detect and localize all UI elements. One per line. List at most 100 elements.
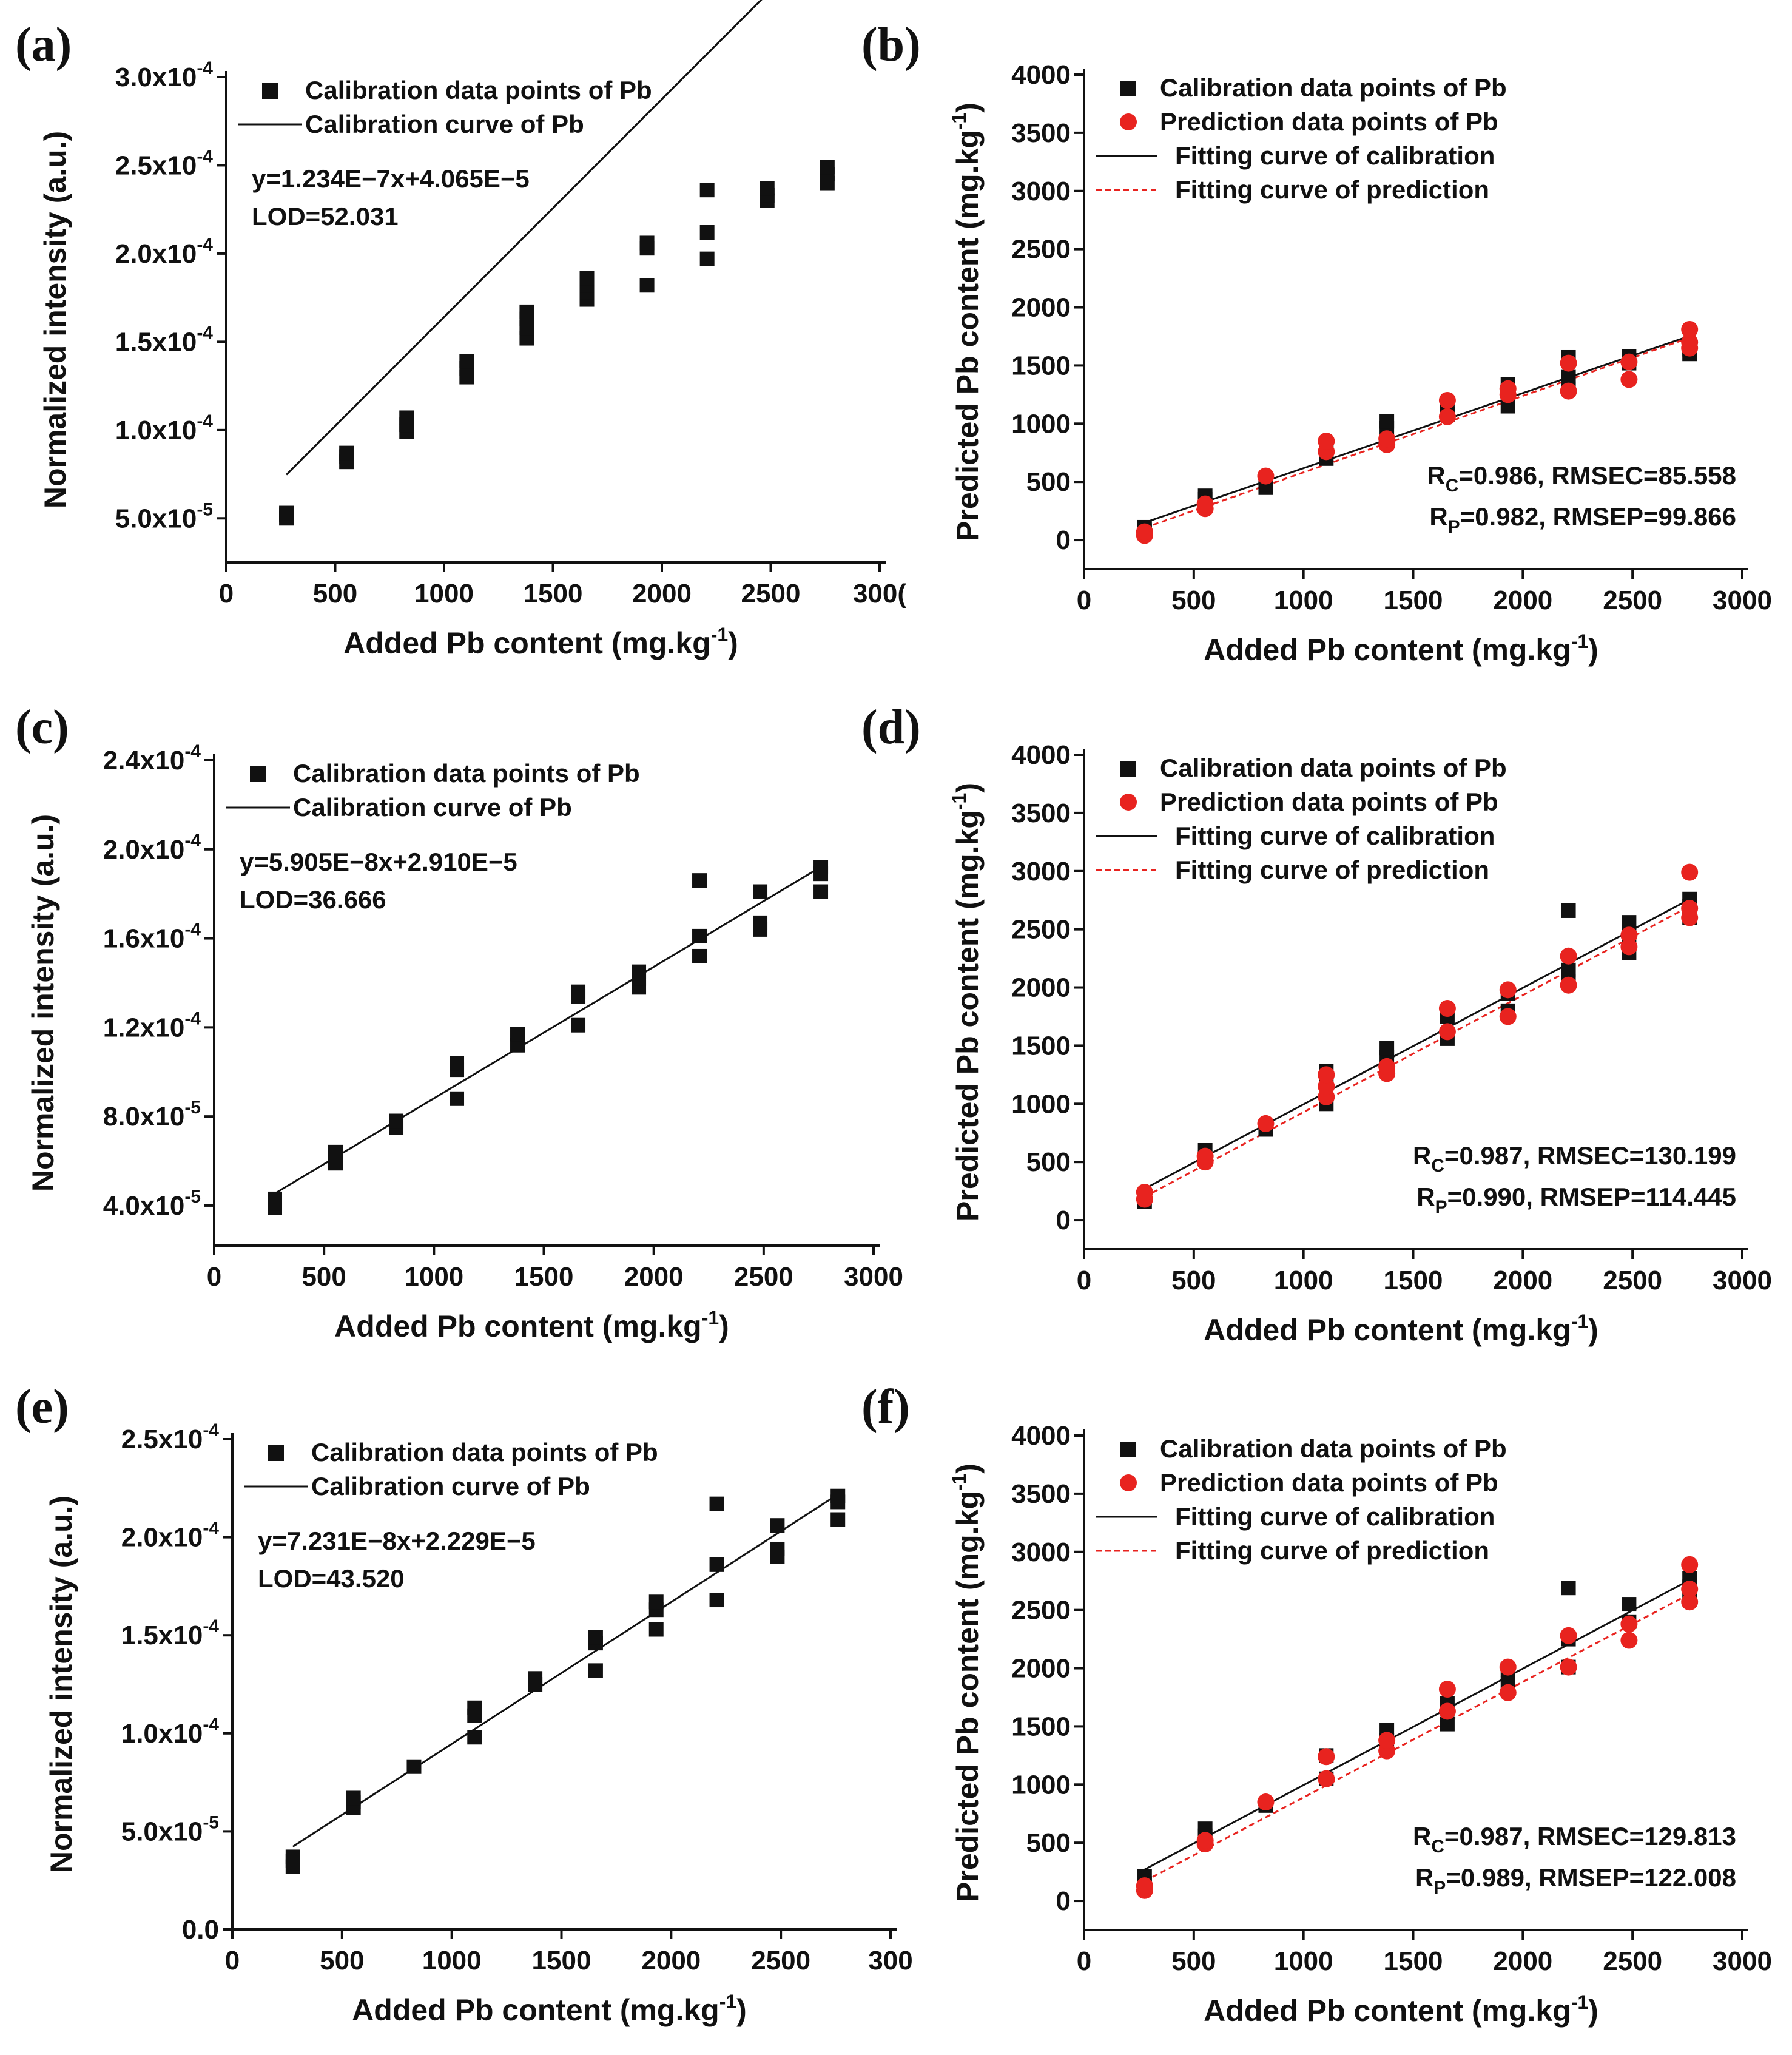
x-axis-label: Added Pb content (mg.kg-1)	[352, 1991, 747, 2027]
x-tick-label: 1000	[414, 579, 474, 609]
x-tick-label: 0	[219, 579, 234, 609]
legend-calibration-points: Calibration data points of Pb	[305, 76, 652, 104]
stat-subscript: P	[1435, 1197, 1447, 1217]
prediction-point	[1257, 1793, 1275, 1811]
y-tick-label: 1.5x10-4	[115, 323, 214, 357]
prediction-point	[1560, 1658, 1577, 1676]
calibration-point	[813, 860, 829, 875]
calibration-fit-line	[1144, 1579, 1691, 1871]
prediction-point	[1318, 1078, 1335, 1095]
calibration-point	[632, 964, 647, 979]
calibration-point	[1379, 1041, 1395, 1056]
prediction-point	[1438, 391, 1456, 409]
x-axis-label-sup: -1	[1571, 1991, 1588, 2013]
x-axis-label-text: Added Pb content (mg.kg	[352, 1993, 719, 2027]
x-axis-label-sup: -1	[1571, 1311, 1588, 1332]
y-tick-exponent: -4	[197, 323, 213, 343]
legend-calibration-curve: Calibration curve of Pb	[311, 1472, 590, 1500]
x-axis-label-end: )	[1588, 1994, 1598, 2028]
y-tick-label: 1.2x10-4	[103, 1008, 201, 1042]
calibration-point	[813, 884, 829, 899]
calibration-point	[450, 1056, 465, 1071]
calibration-point	[699, 225, 715, 240]
x-tick-label: 500	[320, 1946, 364, 1976]
panel-a: (a) 0 500 1000 1500 2000 2500 300(5.0x10-5 1.0x1…	[15, 0, 906, 660]
calibration-point	[830, 1512, 846, 1527]
y-tick-label: 1000	[1011, 1770, 1071, 1800]
y-tick-exponent: -4	[203, 1420, 219, 1440]
prediction-point	[1681, 863, 1699, 881]
x-tick-label: 3000	[1713, 585, 1772, 615]
calibration-point	[692, 873, 707, 888]
y-axis-label-text: Normalized intensity (a.u.)	[38, 131, 72, 508]
x-tick-label: 3000	[1713, 1946, 1772, 1976]
x-tick-label: 2500	[741, 579, 801, 609]
prediction-point	[1136, 1877, 1153, 1895]
x-tick-label: 0	[225, 1946, 240, 1976]
y-tick-exponent: -4	[197, 146, 213, 166]
calibration-point	[346, 1790, 361, 1806]
y-tick-mantissa: 1.0x10	[115, 416, 197, 445]
panel-b: (b) 0 500 1000 1500 2000 2500 3000 0 500 1000 1500 2…	[861, 18, 1772, 667]
y-tick-label: 3500	[1011, 118, 1071, 148]
prediction-point	[1438, 1681, 1456, 1698]
x-axis-label: Added Pb content (mg.kg-1)	[343, 624, 738, 660]
legend-calibration-fit: Fitting curve of calibration	[1175, 822, 1495, 850]
y-tick-exponent: -5	[184, 1098, 201, 1118]
prediction-point	[1318, 433, 1335, 450]
panel-c: (c)0 500 1000 1500 2000 2500 30004.0x10-58.0x1…	[15, 701, 903, 1343]
y-tick-label: 5.0x10-5	[115, 499, 213, 533]
calibration-point	[753, 884, 768, 899]
x-axis-label-sup: -1	[702, 1307, 719, 1329]
y-tick-exponent: -4	[184, 1008, 201, 1028]
y-tick-exponent: -5	[203, 1812, 219, 1832]
y-tick-label: 4.0x10-5	[103, 1187, 201, 1221]
calibration-point	[1561, 369, 1576, 385]
stat-r: R	[1415, 1863, 1433, 1892]
y-tick-label: 3000	[1011, 177, 1071, 206]
legend-calibration-fit: Fitting curve of calibration	[1175, 141, 1495, 170]
y-tick-exponent: -5	[197, 499, 213, 519]
prediction-point	[1499, 1658, 1517, 1676]
x-axis-label-text: Added Pb content (mg.kg	[1204, 1313, 1571, 1347]
calibration-point	[820, 160, 835, 175]
stat-subscript: P	[1448, 517, 1460, 537]
y-axis-label: Normalized intensity (a.u.)	[38, 131, 72, 508]
calibration-point	[579, 271, 595, 286]
legend-calibration-points: Calibration data points of Pb	[311, 1438, 658, 1466]
y-tick-exponent: -4	[184, 831, 201, 851]
x-axis-label-sup: -1	[719, 1991, 736, 2013]
prediction-point	[1196, 1147, 1214, 1165]
y-tick-label: 1.0x10-4	[121, 1715, 220, 1749]
x-axis-label-text: Added Pb content (mg.kg	[1204, 633, 1571, 667]
stat-values: =0.987, RMSEC=130.199	[1444, 1141, 1736, 1170]
x-axis-label-text: Added Pb content (mg.kg	[343, 626, 711, 660]
y-tick-label: 500	[1026, 1828, 1071, 1858]
y-tick-mantissa: 4.0x10	[103, 1191, 185, 1221]
prediction-point	[1318, 1748, 1335, 1766]
legend-circle-marker	[1120, 1474, 1137, 1491]
calibration-point	[467, 1700, 482, 1715]
y-tick-label: 3500	[1011, 1479, 1071, 1509]
panel-label: (d)	[861, 701, 921, 754]
x-tick-label: 3000	[844, 1262, 903, 1292]
prediction-point	[1560, 382, 1577, 400]
x-tick-label: 1500	[1384, 585, 1443, 615]
y-tick-exponent: -4	[184, 741, 201, 761]
calibration-point	[770, 1518, 785, 1533]
y-tick-label: 4000	[1011, 60, 1071, 90]
y-tick-label: 3500	[1011, 798, 1071, 828]
y-tick-mantissa: 1.5x10	[121, 1621, 203, 1650]
y-tick-mantissa: 5.0x10	[121, 1817, 203, 1846]
calibration-point	[639, 278, 655, 293]
x-tick-label: 2500	[751, 1946, 810, 1976]
calibration-point	[709, 1496, 724, 1511]
y-tick-exponent: -4	[197, 411, 213, 431]
y-tick-label: 2500	[1011, 1596, 1071, 1625]
y-tick-mantissa: 2.0x10	[121, 1523, 203, 1553]
prediction-point	[1681, 1556, 1699, 1573]
prediction-point	[1378, 1732, 1396, 1749]
calibration-point	[450, 1091, 465, 1106]
x-tick-label: 2000	[624, 1262, 684, 1292]
calibration-curve	[274, 866, 822, 1195]
